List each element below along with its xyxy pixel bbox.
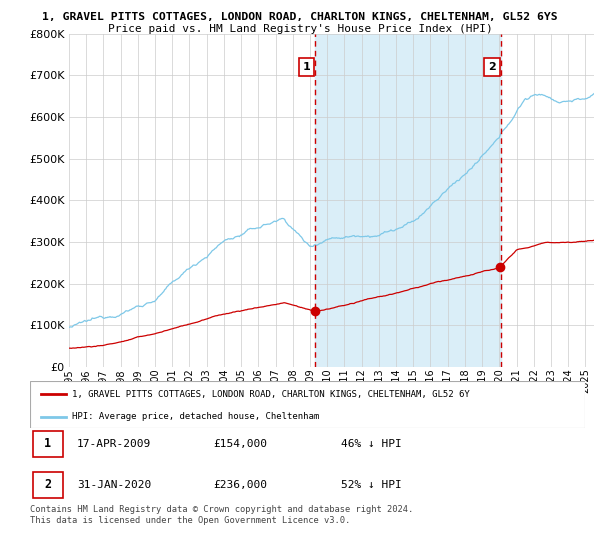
Text: 46% ↓ HPI: 46% ↓ HPI [341,439,401,449]
Text: £154,000: £154,000 [213,439,267,449]
Text: 2: 2 [44,478,52,491]
Text: 2: 2 [488,62,496,72]
Text: 31-JAN-2020: 31-JAN-2020 [77,480,151,490]
FancyBboxPatch shape [33,431,64,457]
Text: Price paid vs. HM Land Registry's House Price Index (HPI): Price paid vs. HM Land Registry's House … [107,24,493,34]
Text: 1: 1 [302,62,310,72]
Text: 1, GRAVEL PITTS COTTAGES, LONDON ROAD, CHARLTON KINGS, CHELTENHAM, GL52 6Y: 1, GRAVEL PITTS COTTAGES, LONDON ROAD, C… [71,390,469,399]
Text: 1: 1 [44,437,52,450]
Bar [315,34,501,367]
Text: Contains HM Land Registry data © Crown copyright and database right 2024.
This d: Contains HM Land Registry data © Crown c… [30,505,413,525]
Text: 1, GRAVEL PITTS COTTAGES, LONDON ROAD, CHARLTON KINGS, CHELTENHAM, GL52 6YS: 1, GRAVEL PITTS COTTAGES, LONDON ROAD, C… [42,12,558,22]
Text: £236,000: £236,000 [213,480,267,490]
Text: 52% ↓ HPI: 52% ↓ HPI [341,480,401,490]
Text: 17-APR-2009: 17-APR-2009 [77,439,151,449]
FancyBboxPatch shape [33,472,64,498]
Text: HPI: Average price, detached house, Cheltenham: HPI: Average price, detached house, Chel… [71,412,319,421]
